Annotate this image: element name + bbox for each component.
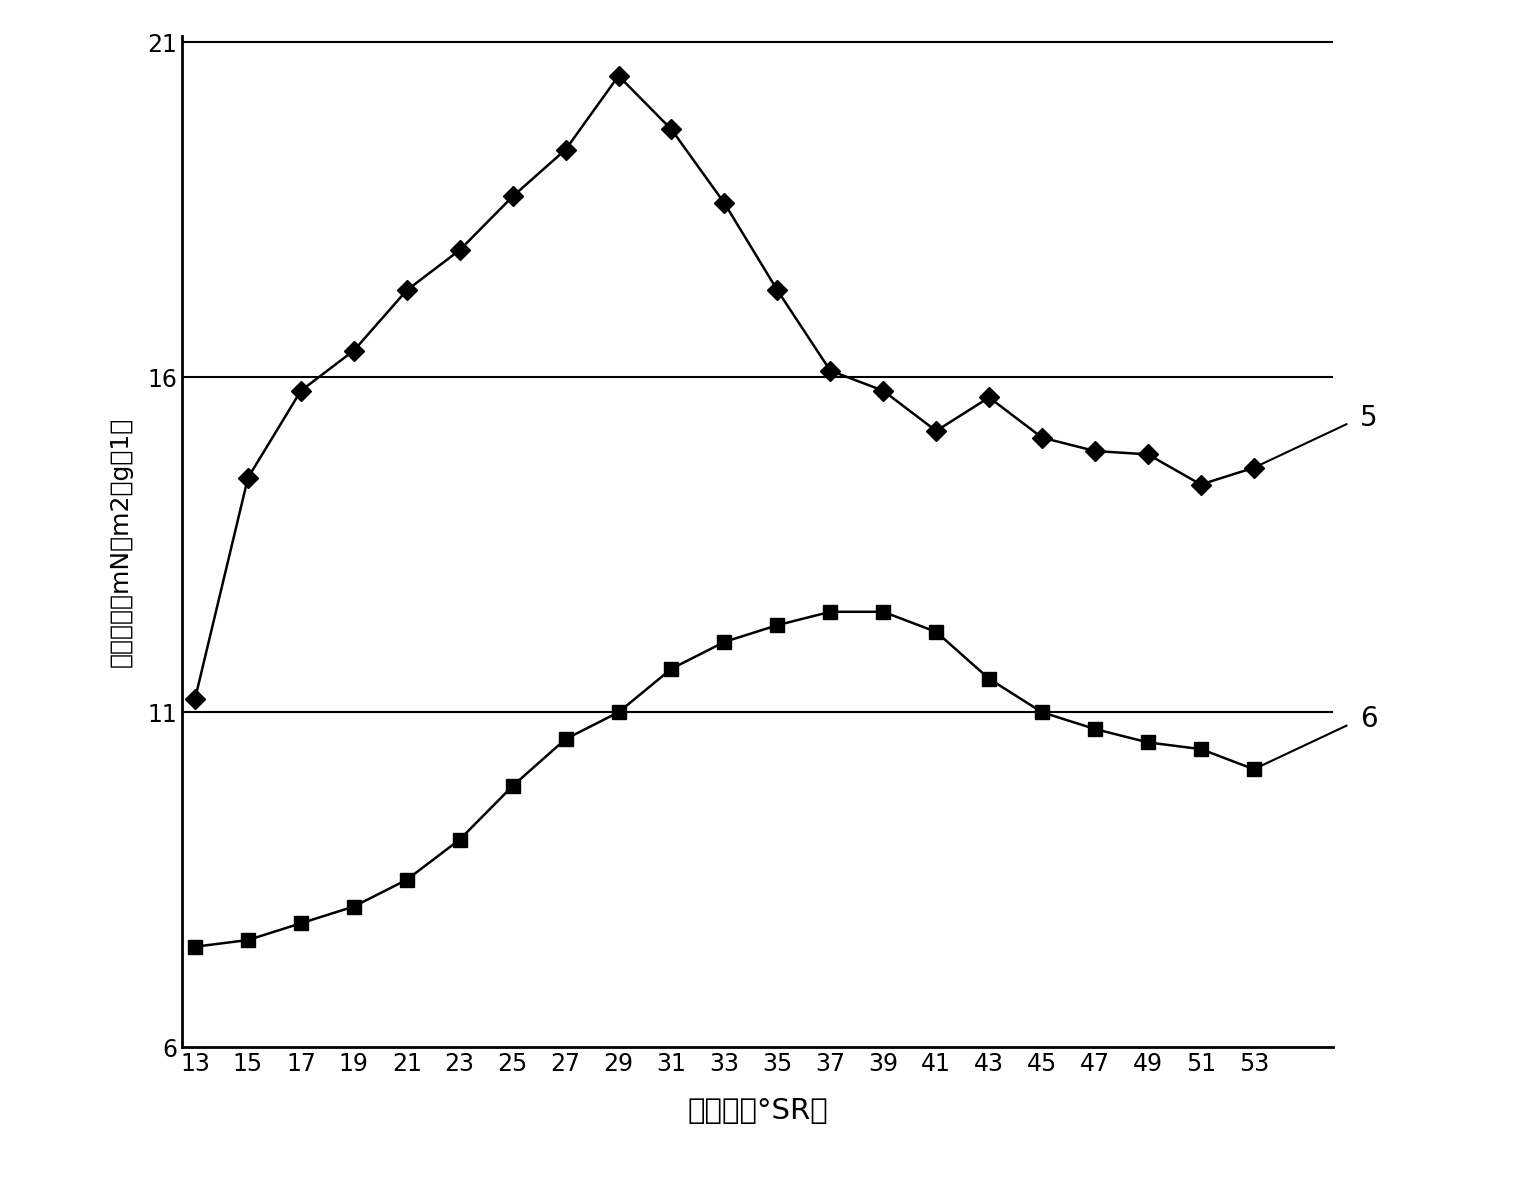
Text: 6: 6 [1359, 704, 1377, 733]
Y-axis label: 断裂指数（mN．m2．g－1）: 断裂指数（mN．m2．g－1） [109, 416, 133, 666]
Text: 5: 5 [1359, 403, 1377, 432]
X-axis label: 打浆度（°SR）: 打浆度（°SR） [688, 1097, 827, 1125]
